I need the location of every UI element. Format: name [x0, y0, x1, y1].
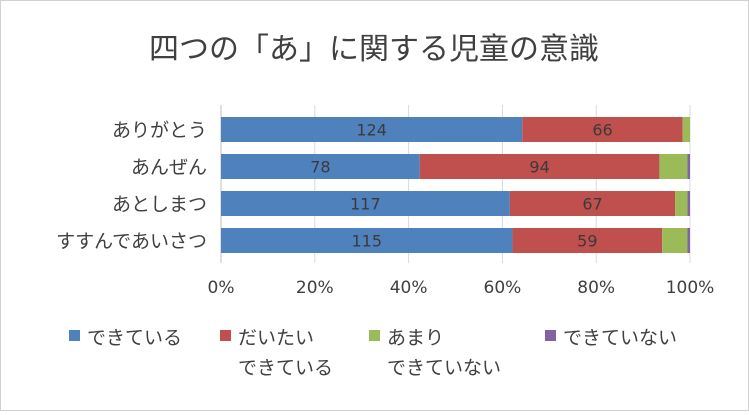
data-label: 59 — [577, 232, 597, 251]
legend-label: だいたい — [238, 327, 314, 349]
category-label: あんぜん — [131, 157, 207, 179]
legend-swatch — [545, 330, 556, 341]
bar-segment — [682, 117, 690, 142]
legend-label: できていない — [563, 327, 677, 349]
bar-segment — [419, 154, 660, 179]
x-tick-label: 20% — [296, 278, 334, 298]
legend-label: できていない — [387, 357, 501, 379]
bar-segment — [522, 117, 683, 142]
data-label: 124 — [356, 121, 387, 140]
bar-segment — [221, 154, 420, 179]
data-label: 78 — [310, 158, 330, 177]
bar-segments: 124 66 78 94 117 67 115 59 — [221, 117, 690, 253]
bar-segment — [687, 191, 690, 216]
bar-segment — [221, 191, 510, 216]
x-tick-label: 80% — [577, 278, 615, 298]
x-axis-ticks: 0% 20% 40% 60% 80% 100% — [208, 278, 715, 298]
legend-swatch — [369, 330, 380, 341]
bar-segment — [221, 117, 523, 142]
bar-segment — [221, 228, 513, 253]
legend-label: あまり — [387, 327, 444, 349]
bar-segment — [687, 154, 690, 179]
data-label: 94 — [529, 158, 549, 177]
bar-segment — [675, 191, 688, 216]
data-label: 115 — [351, 232, 382, 251]
category-label: あとしまつ — [112, 194, 207, 216]
x-tick-label: 0% — [208, 278, 235, 298]
data-label: 67 — [582, 195, 602, 214]
legend-label: できている — [238, 357, 333, 379]
legend-label: できている — [87, 327, 182, 349]
category-label: ありがとう — [112, 120, 207, 142]
bar-segment — [512, 228, 663, 253]
x-tick-label: 100% — [666, 278, 715, 298]
bar-segment — [659, 154, 688, 179]
chart-title: 四つの「あ」に関する児童の意識 — [149, 32, 599, 67]
legend-swatch — [69, 330, 80, 341]
legend-swatch — [220, 330, 231, 341]
data-label: 117 — [350, 195, 381, 214]
bar-segment — [662, 228, 688, 253]
x-tick-label: 60% — [484, 278, 522, 298]
data-label: 66 — [592, 121, 612, 140]
x-tick-label: 40% — [390, 278, 428, 298]
bar-segment — [687, 228, 690, 253]
category-label: すすんであいさつ — [56, 231, 207, 253]
bar-segment — [509, 191, 676, 216]
